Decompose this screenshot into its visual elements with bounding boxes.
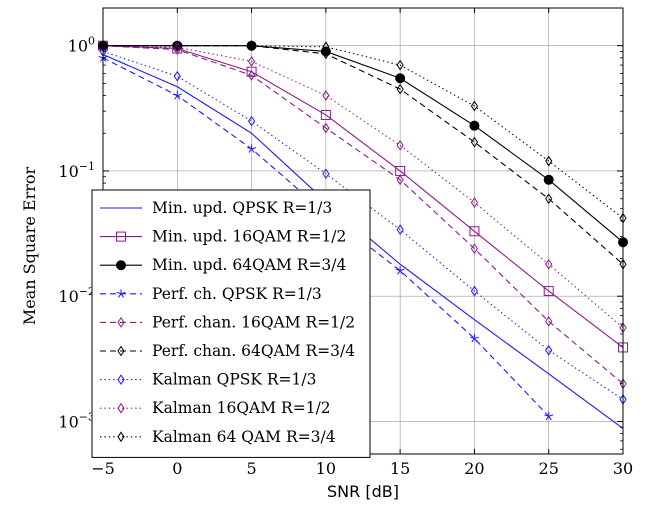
data-point [396, 174, 404, 186]
data-point [469, 120, 480, 131]
data-point [172, 91, 182, 100]
series-line [103, 45, 624, 265]
legend-entry: Min. upd. 16QAM R=1/2 [100, 228, 346, 246]
y-tick-label: 10−3 [58, 410, 95, 431]
legend-label: Kalman 64 QAM R=3/4 [152, 428, 336, 446]
series-7 [99, 46, 627, 405]
x-tick-label: 20 [464, 459, 484, 478]
series-line [102, 45, 624, 348]
data-point [173, 41, 181, 53]
y-axis-label: Mean Square Error [20, 167, 39, 326]
legend-entry: Min. upd. 64QAM R=3/4 [100, 256, 347, 274]
legend-entry: Min. upd. QPSK R=1/3 [100, 199, 332, 217]
legend-label: Min. upd. 16QAM R=1/2 [152, 228, 346, 246]
data-point [470, 285, 479, 297]
legend-entry: Perf. chan. 16QAM R=1/2 [100, 313, 355, 331]
x-axis-label: SNR [dB] [327, 482, 399, 501]
data-point [545, 155, 553, 167]
data-point [246, 66, 257, 77]
data-point [470, 136, 479, 148]
y-tick-label: 10−1 [58, 160, 95, 181]
legend-entry: Perf. chan. 64QAM R=3/4 [100, 342, 355, 360]
data-point [545, 258, 553, 270]
data-point [470, 243, 479, 254]
y-tick-label: 100 [68, 35, 95, 56]
x-axis-ticks: −5 0 5 10 15 20 25 30 [91, 8, 633, 478]
data-point [322, 122, 330, 134]
data-point [545, 193, 553, 205]
data-point [247, 144, 257, 153]
legend: Min. upd. QPSK R=1/3 Min. upd. 16QAM R=1/… [91, 189, 371, 458]
data-point [470, 100, 479, 112]
legend-label: Min. upd. 64QAM R=3/4 [152, 256, 347, 274]
legend-entry: Perf. ch. QPSK R=1/3 [100, 285, 322, 303]
data-point [396, 59, 404, 71]
legend-label: Perf. chan. 64QAM R=3/4 [152, 342, 355, 360]
data-point [545, 315, 553, 327]
x-tick-label: 10 [316, 459, 336, 478]
data-point [247, 40, 256, 52]
legend-label: Kalman QPSK R=1/3 [152, 371, 317, 389]
x-tick-label: −5 [91, 459, 115, 478]
x-tick-label: 5 [246, 459, 256, 478]
data-point [247, 55, 256, 67]
data-point [320, 109, 331, 120]
legend-marker [116, 260, 126, 271]
legend-marker [117, 374, 125, 386]
legend-marker [117, 316, 125, 328]
series-line [102, 50, 624, 400]
data-point [544, 411, 554, 421]
data-point [396, 139, 404, 151]
data-point [322, 168, 330, 180]
legend-entry: Kalman 16QAM R=1/2 [100, 399, 331, 417]
x-tick-label: 0 [172, 459, 182, 478]
series-9 [99, 40, 627, 224]
legend-marker [116, 231, 126, 242]
data-point [395, 266, 405, 275]
data-point [173, 70, 181, 82]
legend-entry: Kalman QPSK R=1/3 [100, 371, 317, 389]
data-point [247, 115, 256, 127]
series-line [102, 45, 624, 385]
x-tick-label: 15 [390, 459, 410, 478]
legend-marker [117, 345, 125, 357]
data-point [543, 174, 554, 185]
data-point [469, 226, 480, 237]
data-point [469, 333, 479, 343]
legend-label: Kalman 16QAM R=1/2 [152, 399, 331, 417]
legend-marker [117, 402, 125, 414]
data-point [322, 90, 330, 101]
data-point [543, 286, 554, 297]
legend-entry: Kalman 64 QAM R=3/4 [100, 428, 336, 446]
series-line [103, 45, 624, 243]
legend-marker [117, 431, 125, 443]
data-point [545, 344, 553, 356]
legend-box [91, 189, 371, 458]
data-point [396, 224, 404, 236]
legend-label: Perf. ch. QPSK R=1/3 [152, 285, 322, 303]
series-8 [99, 40, 627, 334]
legend-label: Perf. chan. 16QAM R=1/2 [152, 313, 355, 331]
data-point [173, 40, 181, 52]
x-tick-label: 25 [539, 459, 559, 478]
data-point [322, 48, 330, 60]
data-point [395, 73, 406, 84]
y-tick-label: 10−2 [58, 285, 95, 306]
data-point [322, 41, 330, 53]
data-point [247, 69, 256, 81]
x-tick-label: 30 [613, 459, 633, 478]
data-point [396, 83, 404, 95]
data-point [470, 197, 479, 208]
legend-label: Min. upd. QPSK R=1/3 [152, 199, 332, 217]
legend-marker [116, 289, 126, 298]
